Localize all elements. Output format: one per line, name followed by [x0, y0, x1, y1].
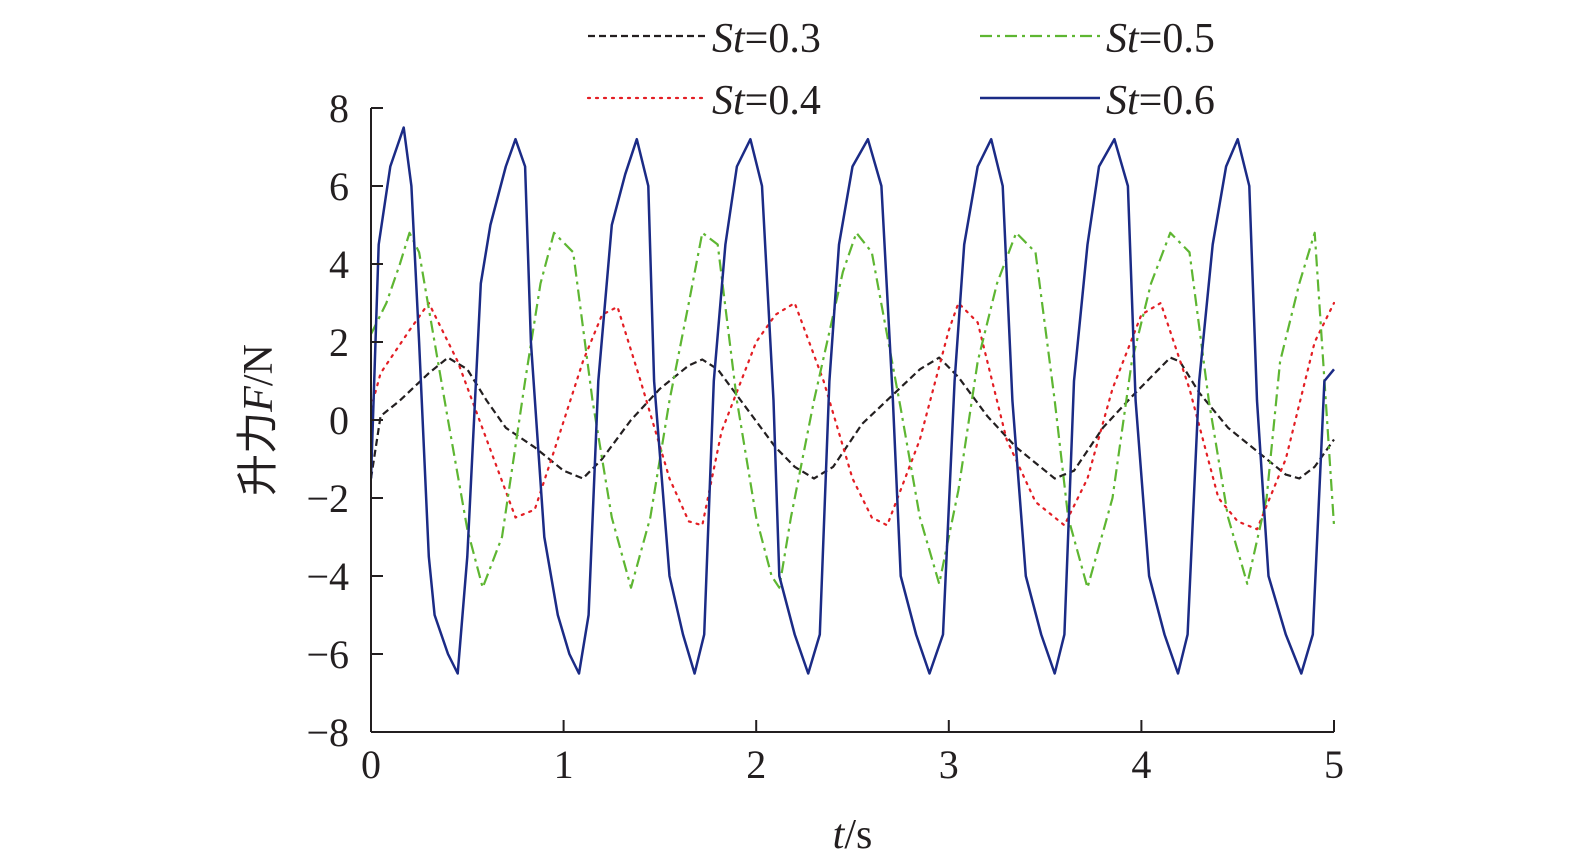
legend-label-2: St=0.4 — [712, 78, 821, 124]
series-line-4 — [371, 126, 1335, 675]
y-tick-label: 8 — [329, 86, 349, 131]
x-tick-label: 2 — [746, 742, 766, 787]
y-tick-label: −2 — [306, 476, 349, 521]
axis-labels: t/s 升力F/N — [236, 344, 872, 858]
x-tick-label: 1 — [554, 742, 574, 787]
legend-label-1: St=0.3 — [712, 16, 821, 62]
y-tick-label: −4 — [306, 554, 349, 599]
series-layer — [371, 126, 1335, 675]
series-line-2 — [371, 301, 1335, 531]
series-line-3 — [371, 231, 1335, 589]
axes — [370, 108, 1334, 733]
legend: St=0.3 St=0.4 St=0.5 St=0.6 — [586, 16, 1215, 124]
x-tick-label: 0 — [361, 742, 381, 787]
x-axis-label: t/s — [833, 812, 873, 858]
y-tick-label: 6 — [329, 164, 349, 209]
y-tick-label: −8 — [306, 710, 349, 755]
y-tick-label: 4 — [329, 242, 349, 287]
series-line-1 — [371, 356, 1335, 480]
y-axis-label: 升力F/N — [236, 344, 282, 496]
legend-label-3: St=0.5 — [1106, 16, 1215, 62]
y-tick-label: 0 — [329, 398, 349, 443]
ticks: 0 1 2 3 4 5 8 6 4 2 0 −2 −4 −6 −8 — [306, 86, 1344, 787]
y-tick-label: −6 — [306, 632, 349, 677]
x-tick-label: 5 — [1324, 742, 1344, 787]
x-tick-label: 4 — [1131, 742, 1151, 787]
x-tick-label: 3 — [939, 742, 959, 787]
y-tick-label: 2 — [329, 320, 349, 365]
legend-label-4: St=0.6 — [1106, 78, 1215, 124]
